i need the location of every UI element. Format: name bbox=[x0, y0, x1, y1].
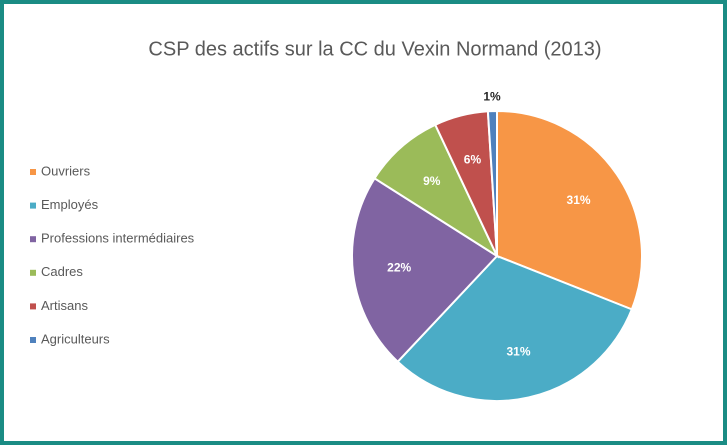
pie-slice bbox=[373, 123, 500, 259]
data-label: 1% bbox=[483, 89, 501, 103]
legend-swatch bbox=[30, 337, 36, 343]
data-label: 22% bbox=[387, 261, 411, 275]
data-label: 9% bbox=[423, 174, 441, 188]
pie-slice bbox=[496, 109, 643, 311]
legend-swatch bbox=[30, 269, 36, 276]
legend-label: Agriculteurs bbox=[41, 331, 110, 346]
legend-swatch bbox=[30, 303, 36, 310]
legend-label: Employés bbox=[41, 197, 99, 212]
chart-title: CSP des actifs sur la CC du Vexin Norman… bbox=[148, 38, 601, 60]
legend-swatch bbox=[30, 236, 36, 243]
data-label: 31% bbox=[506, 344, 530, 358]
legend-swatch bbox=[30, 202, 36, 209]
legend-swatch bbox=[30, 169, 36, 175]
legend-label: Ouvriers bbox=[41, 163, 91, 178]
data-label: 31% bbox=[567, 193, 591, 207]
data-label: 6% bbox=[464, 153, 482, 167]
pie-slice bbox=[351, 176, 499, 364]
legend-label: Artisans bbox=[41, 298, 88, 313]
legend-label: Professions intermédiaires bbox=[41, 231, 195, 246]
pie-slice bbox=[396, 254, 634, 402]
pie-slice bbox=[486, 109, 498, 257]
legend-label: Cadres bbox=[41, 264, 83, 279]
